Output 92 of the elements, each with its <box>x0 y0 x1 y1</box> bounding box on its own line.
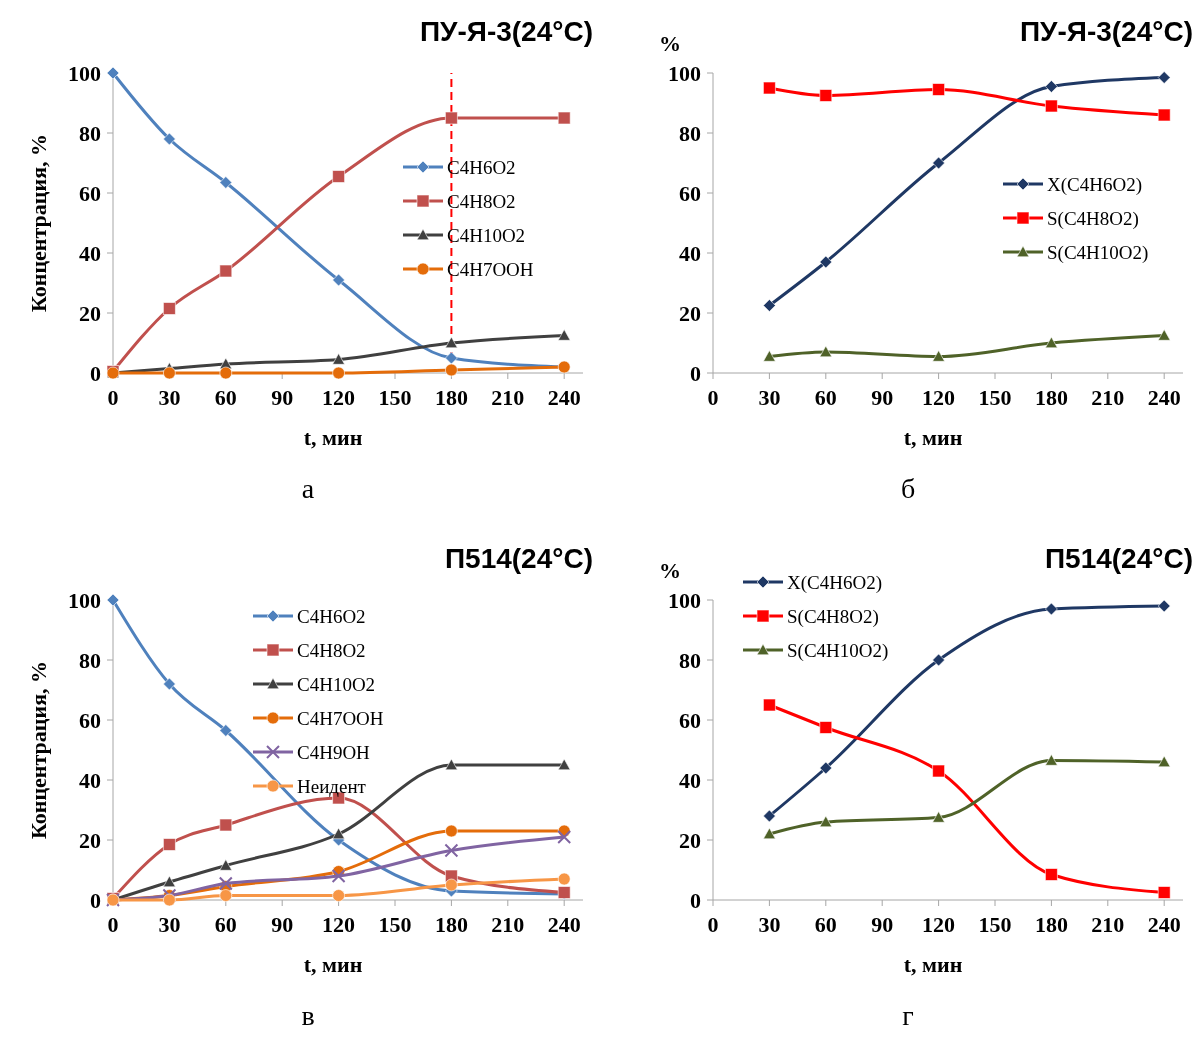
y-tick-label: 60 <box>679 180 701 206</box>
x-tick-label: 90 <box>871 912 894 937</box>
legend-label: S(C4H8O2) <box>1047 207 1139 230</box>
y-tick-label: 20 <box>79 300 101 326</box>
x-tick-label: 240 <box>1147 912 1181 937</box>
legend-label: S(C4H8O2) <box>787 605 879 628</box>
x-axis-title: t, мин <box>303 425 363 450</box>
legend-label: C4H6O2 <box>297 605 366 627</box>
y-tick-label: 40 <box>79 240 101 266</box>
x-tick-label: 150 <box>378 385 412 410</box>
y-tick-label: 60 <box>79 707 101 733</box>
y-axis-title: Концентрация, % <box>26 660 51 840</box>
legend-label: C4H8O2 <box>297 639 366 661</box>
y-tick-label: 100 <box>668 587 701 613</box>
x-tick-label: 120 <box>322 385 356 410</box>
y-tick-label: 80 <box>79 120 101 146</box>
x-tick-label: 240 <box>547 385 581 410</box>
text: г <box>902 1000 914 1031</box>
y-tick-label: 0 <box>690 360 701 386</box>
text: в <box>301 1000 315 1031</box>
y-tick-label: 40 <box>79 767 101 793</box>
x-tick-label: 210 <box>491 385 525 410</box>
x-tick-label: 90 <box>271 912 294 937</box>
x-tick-label: 0 <box>707 912 719 937</box>
legend-label: X(C4H6O2) <box>787 571 882 594</box>
x-tick-label: 180 <box>1034 912 1068 937</box>
x-tick-label: 30 <box>758 912 781 937</box>
y-tick-label: 20 <box>679 300 701 326</box>
legend-label: C4H10O2 <box>297 673 376 695</box>
x-tick-label: 120 <box>922 385 956 410</box>
legend-label: C4H6O2 <box>447 156 516 178</box>
chart-title: П514(24°C) <box>1044 543 1193 574</box>
x-tick-label: 180 <box>434 385 468 410</box>
x-tick-label: 30 <box>158 912 181 937</box>
x-tick-label: 240 <box>1147 385 1181 410</box>
x-tick-label: 180 <box>1034 385 1068 410</box>
y-tick-label: 100 <box>68 587 101 613</box>
y-tick-label: 20 <box>679 827 701 853</box>
x-axis-title: t, мин <box>903 952 963 977</box>
x-tick-label: 150 <box>378 912 412 937</box>
x-tick-label: 210 <box>491 912 525 937</box>
x-axis-title: t, мин <box>303 952 363 977</box>
chart-title: ПУ-Я-3(24°C) <box>419 16 593 47</box>
x-axis-title: t, мин <box>903 425 963 450</box>
x-tick-label: 150 <box>978 912 1012 937</box>
x-tick-label: 60 <box>814 912 837 937</box>
y-tick-label: 0 <box>690 887 701 913</box>
legend-label: C4H8O2 <box>447 190 516 212</box>
x-tick-label: 60 <box>814 385 837 410</box>
x-tick-label: 0 <box>107 385 119 410</box>
y-tick-label: 80 <box>679 647 701 673</box>
text: а <box>301 473 315 504</box>
legend-label: C4H10O2 <box>447 224 526 246</box>
x-tick-label: 180 <box>434 912 468 937</box>
text: б <box>900 473 916 504</box>
y-tick-label: 40 <box>679 767 701 793</box>
y-tick-label: 20 <box>79 827 101 853</box>
x-tick-label: 0 <box>107 912 119 937</box>
y-tick-label: 0 <box>90 360 101 386</box>
legend-label: C4H7OOH <box>447 258 534 280</box>
y-tick-label: 60 <box>79 180 101 206</box>
y-tick-label: 100 <box>668 60 701 86</box>
legend-label: S(C4H10O2) <box>1047 241 1149 264</box>
x-tick-label: 90 <box>871 385 894 410</box>
legend-label: C4H7OOH <box>297 707 384 729</box>
x-tick-label: 240 <box>547 912 581 937</box>
y-tick-label: 100 <box>68 60 101 86</box>
y-tick-label: 80 <box>79 647 101 673</box>
y-axis-title: Концентрация, % <box>26 133 51 313</box>
x-tick-label: 150 <box>978 385 1012 410</box>
chart-title: П514(24°C) <box>444 543 593 574</box>
x-tick-label: 0 <box>707 385 719 410</box>
legend-label: C4H9OH <box>297 741 371 763</box>
y-tick-label: 60 <box>679 707 701 733</box>
x-tick-label: 120 <box>322 912 356 937</box>
legend-label: Неидент <box>297 775 367 797</box>
y-axis-title: % <box>659 558 681 583</box>
legend-label: S(C4H10O2) <box>787 639 889 662</box>
x-tick-label: 60 <box>214 385 237 410</box>
x-tick-label: 30 <box>758 385 781 410</box>
y-tick-label: 0 <box>90 887 101 913</box>
x-tick-label: 30 <box>158 385 181 410</box>
x-tick-label: 60 <box>214 912 237 937</box>
x-tick-label: 120 <box>922 912 956 937</box>
chart-title: ПУ-Я-3(24°C) <box>1019 16 1193 47</box>
y-tick-label: 40 <box>679 240 701 266</box>
y-tick-label: 80 <box>679 120 701 146</box>
y-axis-title: % <box>659 31 681 56</box>
legend-label: X(C4H6O2) <box>1047 173 1142 196</box>
x-tick-label: 90 <box>271 385 294 410</box>
x-tick-label: 210 <box>1091 912 1125 937</box>
x-tick-label: 210 <box>1091 385 1125 410</box>
